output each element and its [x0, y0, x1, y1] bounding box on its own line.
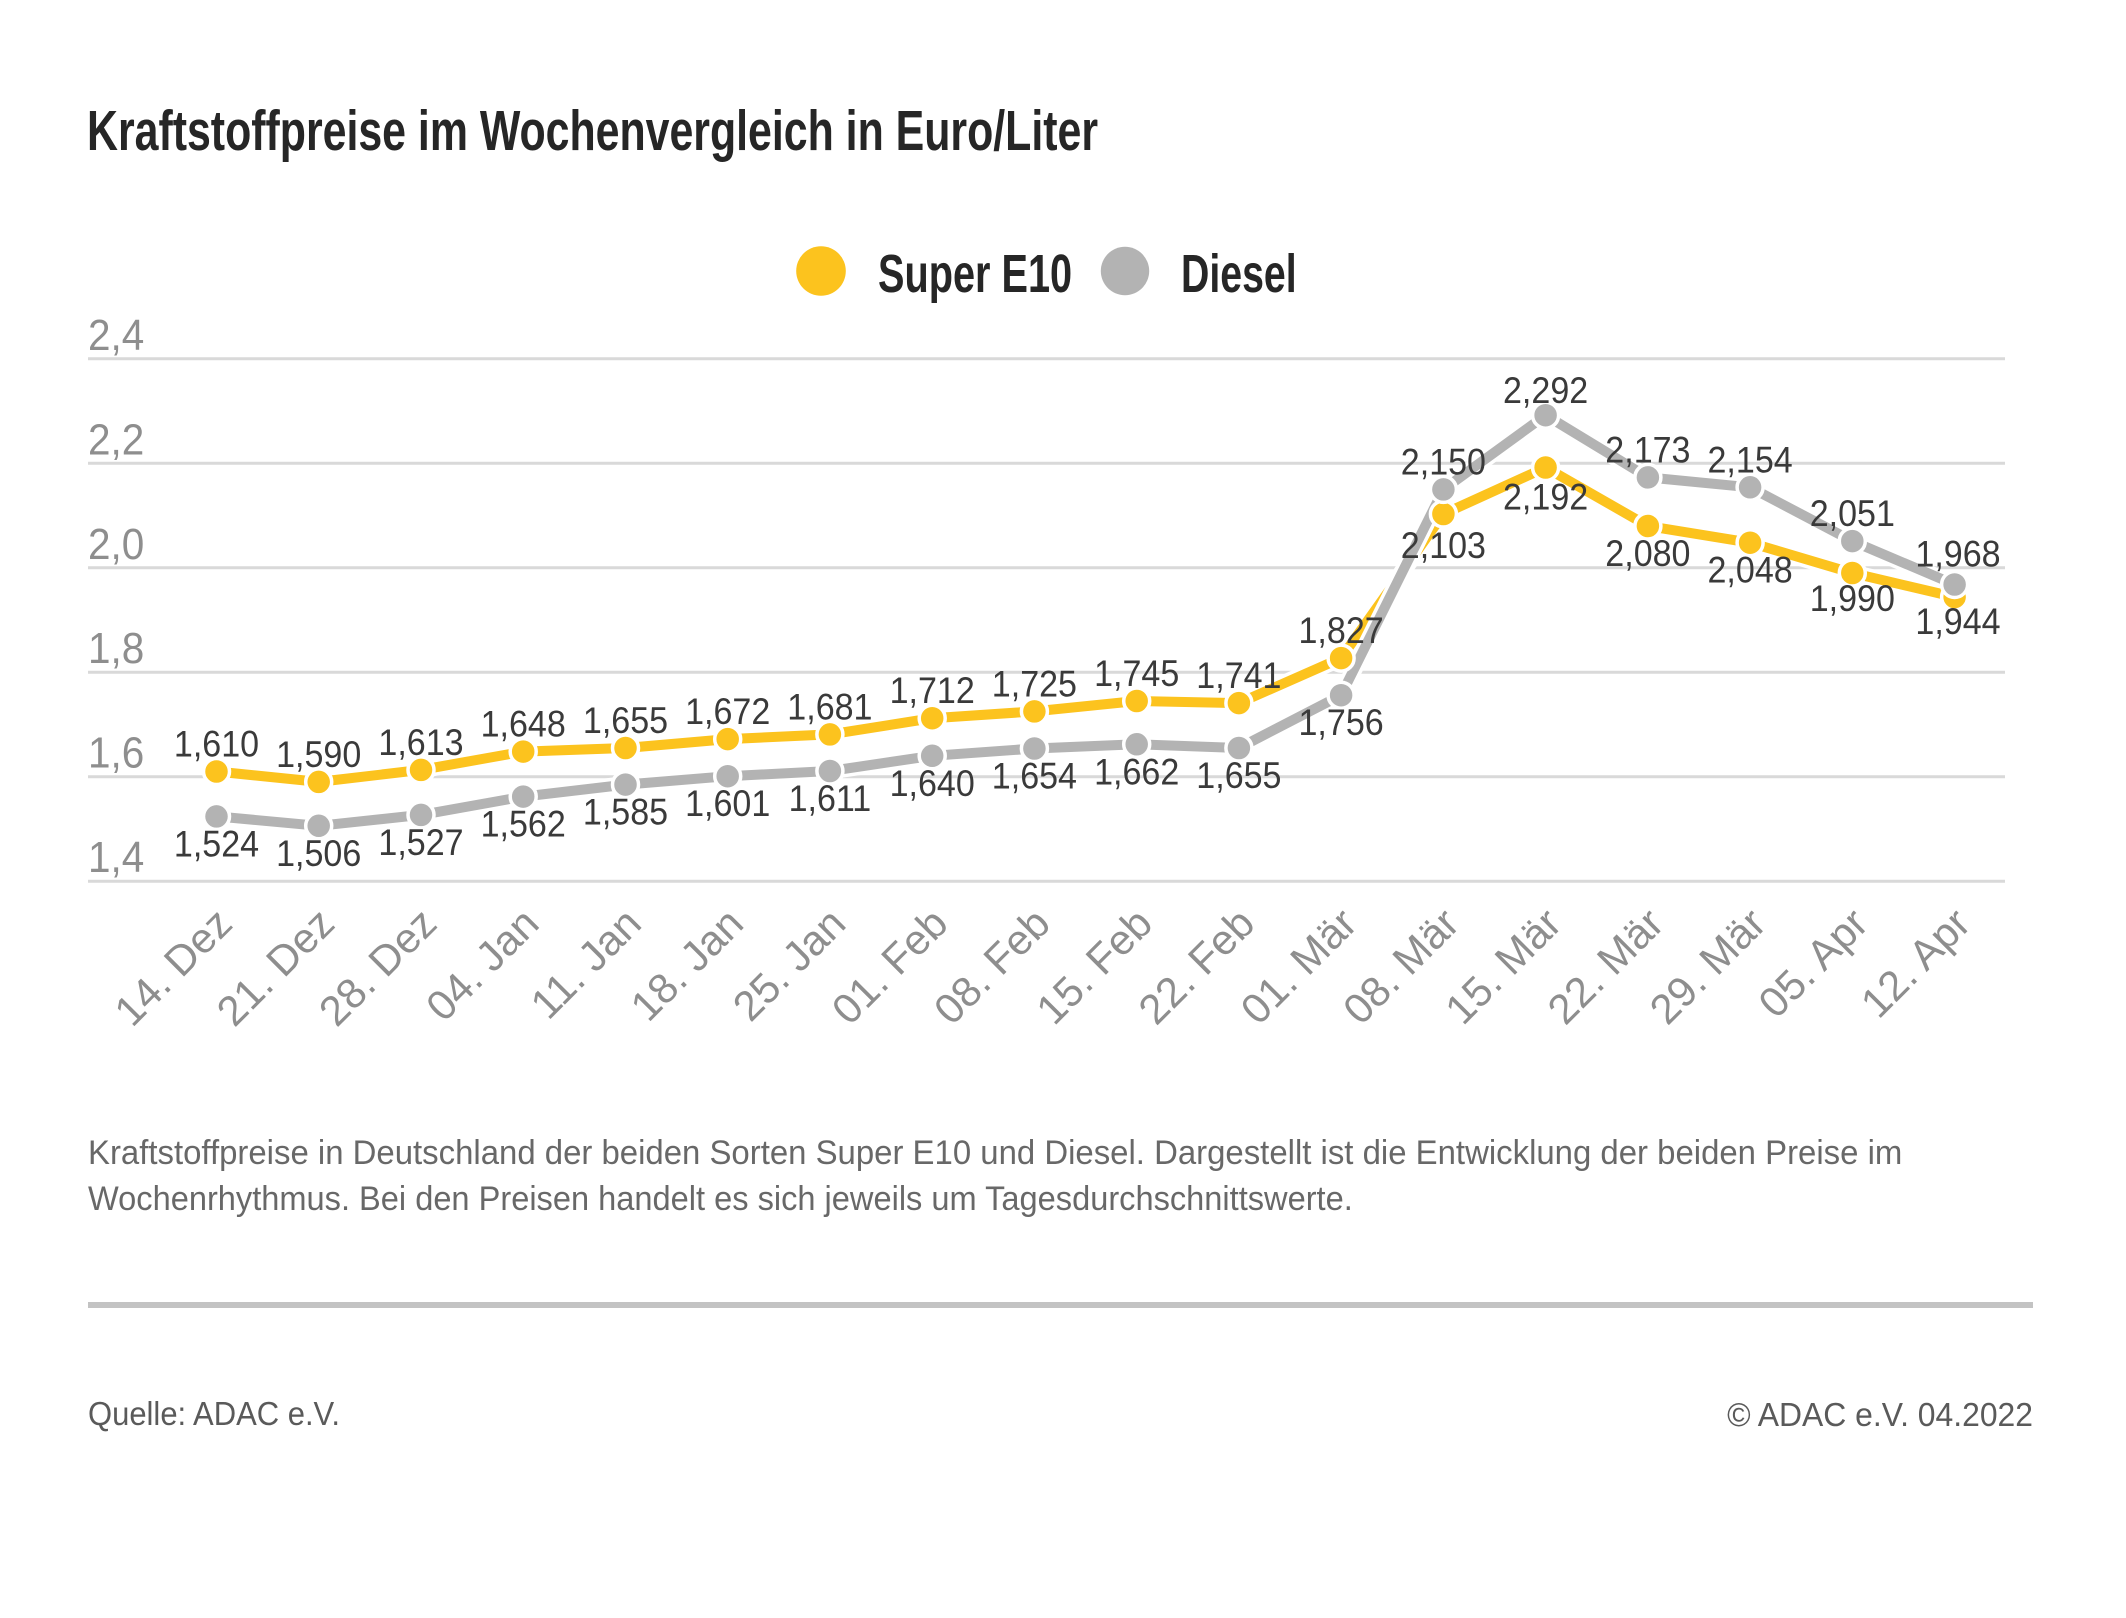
svg-text:Diesel: Diesel [1181, 244, 1297, 305]
svg-text:1,756: 1,756 [1299, 702, 1384, 744]
svg-text:Wochenrhythmus. Bei den Preise: Wochenrhythmus. Bei den Preisen handelt … [88, 1180, 1353, 1218]
svg-text:2,080: 2,080 [1605, 533, 1690, 575]
svg-text:1,725: 1,725 [992, 663, 1077, 705]
svg-text:2,2: 2,2 [88, 415, 144, 464]
svg-text:2,150: 2,150 [1401, 441, 1486, 483]
svg-text:1,990: 1,990 [1810, 578, 1895, 620]
svg-text:1,585: 1,585 [583, 791, 668, 833]
svg-text:2,4: 2,4 [88, 310, 144, 359]
svg-text:1,610: 1,610 [174, 723, 259, 765]
svg-text:Kraftstoffpreise in Deutschlan: Kraftstoffpreise in Deutschland der beid… [88, 1135, 1902, 1173]
svg-text:1,655: 1,655 [583, 700, 668, 742]
svg-text:1,524: 1,524 [174, 823, 259, 865]
svg-text:© ADAC e.V. 04.2022: © ADAC e.V. 04.2022 [1727, 1397, 2033, 1434]
svg-text:1,712: 1,712 [890, 670, 975, 712]
svg-text:1,672: 1,672 [685, 691, 770, 733]
svg-text:1,562: 1,562 [481, 803, 566, 845]
svg-text:Quelle: ADAC e.V.: Quelle: ADAC e.V. [88, 1395, 340, 1432]
svg-text:Super E10: Super E10 [878, 244, 1072, 304]
svg-text:1,681: 1,681 [787, 686, 872, 728]
svg-text:2,292: 2,292 [1503, 370, 1588, 412]
svg-text:2,048: 2,048 [1708, 549, 1793, 591]
svg-text:1,527: 1,527 [378, 822, 463, 864]
svg-text:1,613: 1,613 [378, 722, 463, 764]
svg-text:Kraftstoffpreise im Wochenverg: Kraftstoffpreise im Wochenvergleich in E… [87, 98, 1098, 162]
svg-text:1,741: 1,741 [1196, 655, 1281, 697]
svg-text:1,662: 1,662 [1094, 751, 1179, 793]
svg-text:1,590: 1,590 [276, 734, 361, 776]
svg-text:2,154: 2,154 [1708, 439, 1793, 481]
svg-text:1,648: 1,648 [481, 703, 566, 745]
svg-text:1,654: 1,654 [992, 755, 1077, 797]
svg-text:1,827: 1,827 [1299, 610, 1384, 652]
svg-text:1,4: 1,4 [88, 833, 144, 882]
svg-text:1,8: 1,8 [88, 624, 144, 673]
svg-text:1,968: 1,968 [1915, 533, 2000, 575]
svg-text:1,601: 1,601 [685, 783, 770, 825]
svg-text:2,103: 2,103 [1401, 525, 1486, 567]
svg-text:1,506: 1,506 [276, 832, 361, 874]
svg-text:2,173: 2,173 [1605, 429, 1690, 471]
svg-text:1,611: 1,611 [789, 778, 872, 820]
svg-text:1,944: 1,944 [1915, 601, 2000, 643]
svg-text:2,051: 2,051 [1810, 493, 1895, 535]
svg-text:1,745: 1,745 [1094, 653, 1179, 695]
svg-text:1,655: 1,655 [1196, 755, 1281, 797]
svg-text:2,0: 2,0 [88, 519, 144, 568]
svg-text:1,6: 1,6 [88, 728, 144, 777]
svg-text:1,640: 1,640 [890, 762, 975, 804]
svg-text:2,192: 2,192 [1503, 476, 1588, 518]
